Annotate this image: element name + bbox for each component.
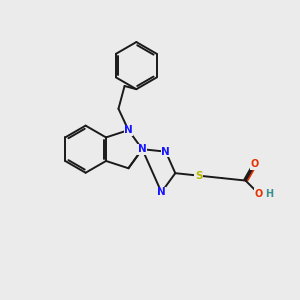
Text: N: N [124,125,133,135]
Text: N: N [138,144,147,154]
Text: N: N [157,187,166,197]
Text: N: N [161,147,170,157]
Text: O: O [254,188,263,199]
Text: O: O [251,159,259,169]
Text: H: H [265,188,273,199]
Text: S: S [195,171,202,181]
